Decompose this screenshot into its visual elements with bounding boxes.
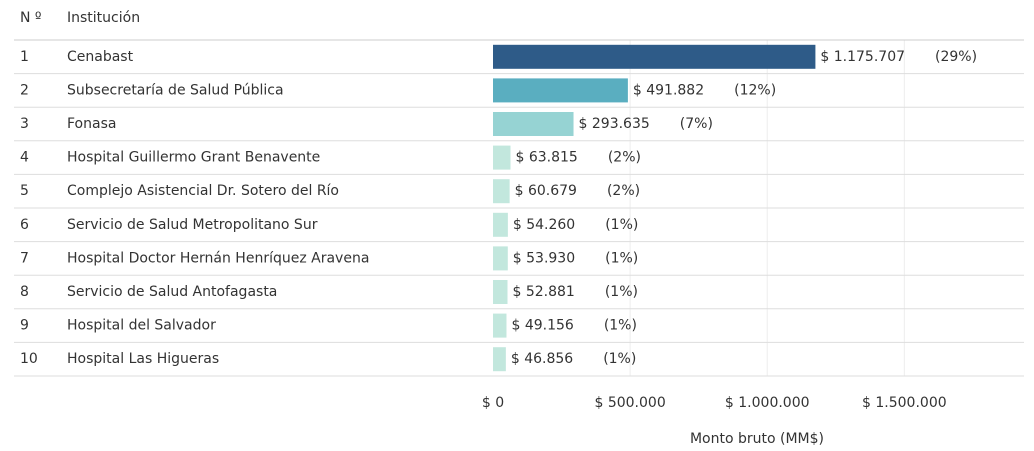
percent-label: (29%) bbox=[935, 49, 977, 65]
percent-label: (1%) bbox=[605, 250, 638, 266]
bar bbox=[493, 179, 510, 204]
percent-label: (1%) bbox=[605, 284, 638, 300]
column-header: N º bbox=[20, 10, 42, 26]
category-label: Servicio de Salud Antofagasta bbox=[67, 284, 277, 300]
percent-label: (2%) bbox=[607, 183, 640, 199]
row-number: 8 bbox=[20, 284, 29, 300]
x-tick-label: $ 1.500.000 bbox=[862, 395, 947, 411]
value-label: $ 54.260 bbox=[513, 217, 575, 233]
x-tick-label: $ 1.000.000 bbox=[725, 395, 810, 411]
percent-label: (7%) bbox=[680, 116, 713, 132]
row-number: 2 bbox=[20, 82, 29, 98]
percent-label: (2%) bbox=[608, 150, 641, 166]
value-label: $ 63.815 bbox=[515, 150, 577, 166]
value-label: $ 46.856 bbox=[511, 351, 573, 367]
category-label: Hospital del Salvador bbox=[67, 318, 216, 334]
bar bbox=[493, 212, 508, 237]
value-label: $ 52.881 bbox=[513, 284, 575, 300]
row-number: 10 bbox=[20, 351, 38, 367]
category-label: Fonasa bbox=[67, 116, 116, 132]
value-label: $ 60.679 bbox=[515, 183, 577, 199]
value-label: $ 53.930 bbox=[513, 250, 575, 266]
bar bbox=[493, 112, 574, 136]
value-label: $ 1.175.707 bbox=[820, 49, 905, 65]
x-tick-label: $ 0 bbox=[482, 395, 504, 411]
bar bbox=[493, 280, 508, 304]
category-label: Subsecretaría de Salud Pública bbox=[67, 82, 284, 98]
bar bbox=[493, 145, 511, 170]
percent-label: (1%) bbox=[603, 351, 636, 367]
row-number: 6 bbox=[20, 217, 29, 233]
category-label: Hospital Guillermo Grant Benavente bbox=[67, 150, 320, 166]
bar bbox=[493, 246, 508, 271]
x-tick-label: $ 500.000 bbox=[594, 395, 665, 411]
percent-label: (1%) bbox=[605, 217, 638, 233]
row-number: 4 bbox=[20, 150, 29, 166]
x-axis-title: Monto bruto (MM$) bbox=[690, 431, 824, 447]
category-label: Servicio de Salud Metropolitano Sur bbox=[67, 217, 318, 233]
row-number: 5 bbox=[20, 183, 29, 199]
value-label: $ 49.156 bbox=[511, 318, 573, 334]
column-header: Institución bbox=[67, 10, 140, 26]
value-label: $ 491.882 bbox=[633, 82, 704, 98]
bar bbox=[493, 78, 628, 103]
percent-label: (1%) bbox=[604, 318, 637, 334]
category-label: Complejo Asistencial Dr. Sotero del Río bbox=[67, 183, 339, 199]
row-number: 7 bbox=[20, 250, 29, 266]
category-label: Cenabast bbox=[67, 49, 134, 65]
bar bbox=[493, 347, 506, 372]
percent-label: (12%) bbox=[734, 82, 776, 98]
row-number: 3 bbox=[20, 116, 29, 132]
category-label: Hospital Doctor Hernán Henríquez Aravena bbox=[67, 250, 369, 266]
category-label: Hospital Las Higueras bbox=[67, 351, 219, 367]
value-label: $ 293.635 bbox=[579, 116, 650, 132]
bar bbox=[493, 44, 816, 69]
row-number: 1 bbox=[20, 49, 29, 65]
bar bbox=[493, 313, 507, 338]
row-number: 9 bbox=[20, 318, 29, 334]
